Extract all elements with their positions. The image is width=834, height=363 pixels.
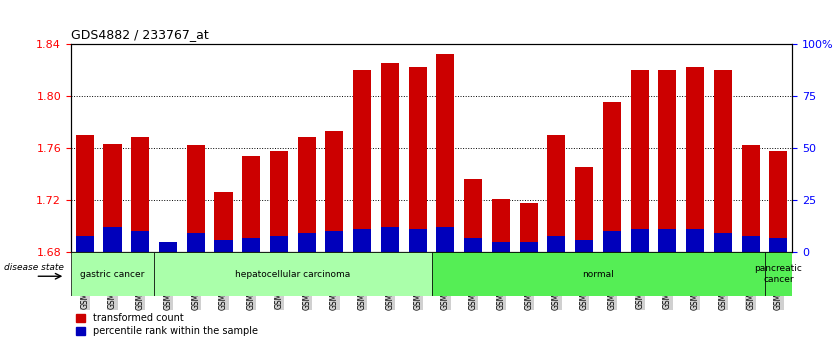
Bar [547, 236, 565, 252]
Bar [270, 236, 288, 252]
Bar [741, 236, 760, 252]
Bar [409, 67, 427, 252]
Bar [492, 199, 510, 252]
Bar [686, 229, 704, 252]
Bar [154, 252, 432, 296]
Bar [686, 67, 704, 252]
Text: gastric cancer: gastric cancer [80, 270, 144, 278]
Text: disease state: disease state [3, 263, 63, 272]
Text: GDS4882 / 233767_at: GDS4882 / 233767_at [71, 28, 208, 41]
Bar [409, 229, 427, 252]
Bar [131, 138, 149, 252]
Bar [714, 233, 732, 252]
Bar [159, 246, 177, 252]
Bar [131, 231, 149, 252]
Bar [159, 242, 177, 252]
Bar [270, 151, 288, 252]
Bar [325, 131, 344, 252]
Bar [103, 144, 122, 252]
Bar [76, 135, 93, 252]
Bar [354, 70, 371, 252]
Bar [658, 70, 676, 252]
Bar [436, 54, 455, 252]
Bar [770, 238, 787, 252]
Bar [432, 252, 765, 296]
Bar [103, 227, 122, 252]
Bar [325, 231, 344, 252]
Bar [714, 70, 732, 252]
Text: pancreatic
cancer: pancreatic cancer [755, 264, 802, 284]
Bar [575, 240, 593, 252]
Bar [298, 138, 316, 252]
Bar [76, 236, 93, 252]
Bar [71, 252, 154, 296]
Bar [520, 242, 538, 252]
Bar [214, 192, 233, 252]
Bar [465, 238, 482, 252]
Bar [214, 240, 233, 252]
Bar [603, 102, 621, 252]
Bar [436, 227, 455, 252]
Bar [354, 229, 371, 252]
Bar [242, 156, 260, 252]
Bar [547, 135, 565, 252]
Bar [381, 63, 399, 252]
Bar [603, 231, 621, 252]
Bar [575, 167, 593, 252]
Bar [242, 238, 260, 252]
Bar [492, 242, 510, 252]
Text: hepatocellular carcinoma: hepatocellular carcinoma [235, 270, 350, 278]
Legend: transformed count, percentile rank within the sample: transformed count, percentile rank withi… [76, 313, 259, 337]
Bar [631, 70, 649, 252]
Text: normal: normal [582, 270, 614, 278]
Bar [658, 229, 676, 252]
Bar [298, 233, 316, 252]
Bar [465, 179, 482, 252]
Bar [381, 227, 399, 252]
Bar [187, 233, 205, 252]
Bar [765, 252, 792, 296]
Bar [520, 203, 538, 252]
Bar [770, 151, 787, 252]
Bar [631, 229, 649, 252]
Bar [741, 145, 760, 252]
Bar [187, 145, 205, 252]
